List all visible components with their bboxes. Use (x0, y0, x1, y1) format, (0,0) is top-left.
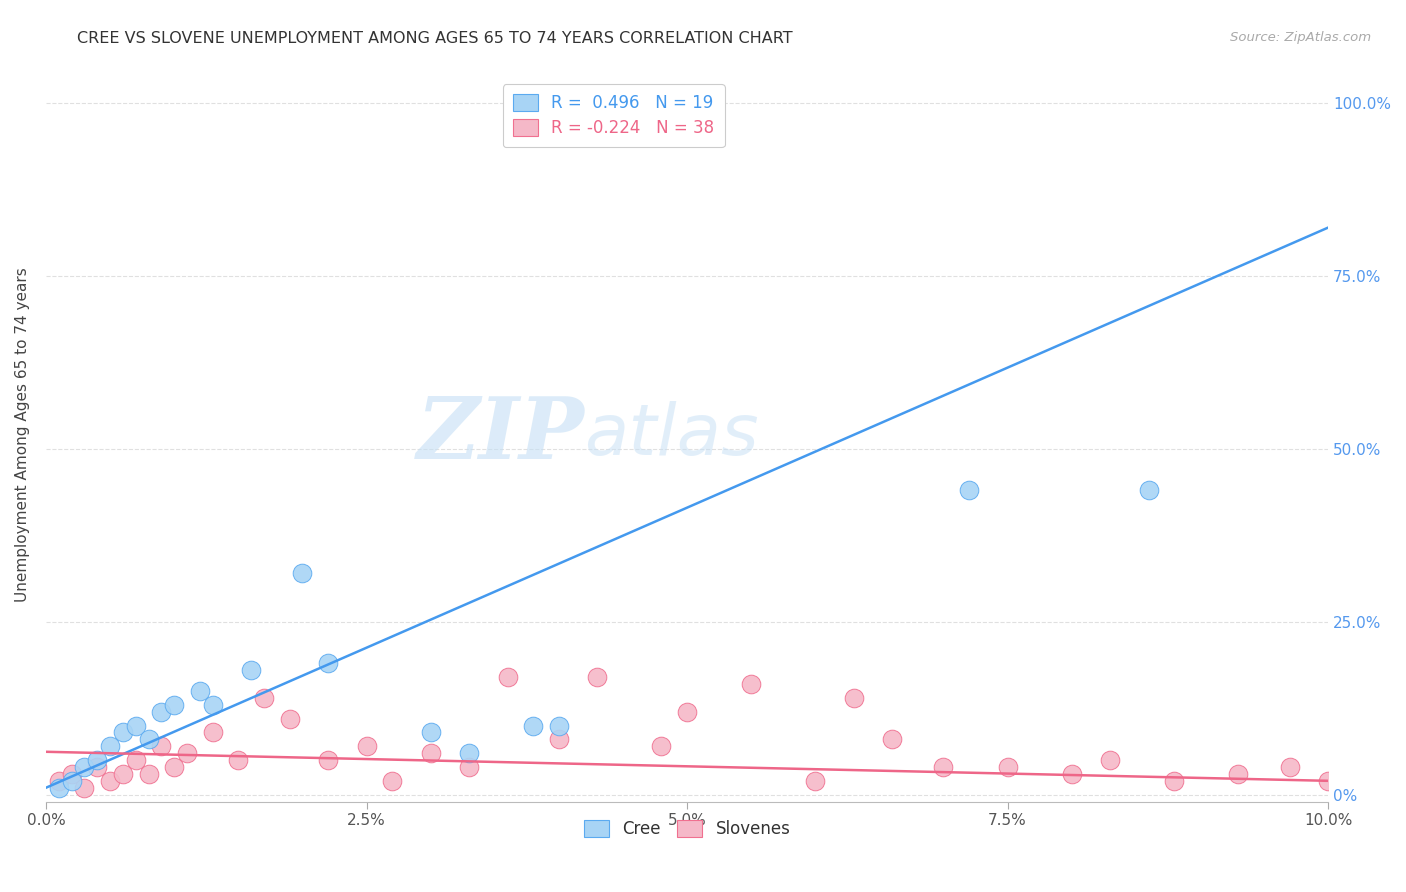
Point (138, 732, 160, 747)
Point (60, 767, 83, 781)
Point (458, 746, 481, 760)
Point (522, 96, 544, 111)
Point (86, 760, 108, 774)
Point (253, 690, 276, 705)
Point (419, 746, 441, 760)
Point (496, 670, 519, 684)
Point (201, 725, 224, 739)
Point (60, 773, 83, 788)
Point (1317, 773, 1340, 788)
Point (226, 753, 249, 767)
Point (48, 780, 70, 795)
Point (882, 732, 904, 747)
Point (125, 718, 148, 732)
Y-axis label: Unemployment Among Ages 65 to 74 years: Unemployment Among Ages 65 to 74 years (15, 268, 30, 602)
Point (804, 773, 827, 788)
Text: atlas: atlas (585, 401, 759, 469)
Point (98, 773, 121, 788)
Point (676, 705, 699, 719)
Point (650, 739, 672, 754)
Point (932, 760, 955, 774)
Point (740, 677, 762, 691)
Point (150, 705, 173, 719)
Point (240, 663, 263, 677)
Point (997, 760, 1019, 774)
Text: CREE VS SLOVENE UNEMPLOYMENT AMONG AGES 65 TO 74 YEARS CORRELATION CHART: CREE VS SLOVENE UNEMPLOYMENT AMONG AGES … (77, 31, 793, 46)
Point (138, 767, 160, 781)
Point (316, 657, 339, 671)
Point (176, 746, 198, 760)
Point (522, 718, 544, 732)
Point (73, 760, 96, 774)
Point (201, 698, 224, 712)
Point (86, 753, 108, 767)
Point (547, 732, 569, 747)
Point (356, 739, 378, 754)
Point (1137, 483, 1160, 498)
Text: Source: ZipAtlas.com: Source: ZipAtlas.com (1230, 31, 1371, 45)
Point (1163, 773, 1185, 788)
Point (48, 773, 70, 788)
Point (1099, 753, 1122, 767)
Point (111, 767, 134, 781)
Point (419, 725, 441, 739)
Point (150, 739, 173, 754)
Point (98, 739, 121, 754)
Point (381, 773, 404, 788)
Point (163, 698, 186, 712)
Point (188, 684, 211, 698)
Point (1060, 767, 1083, 781)
Point (278, 712, 301, 726)
Point (316, 753, 339, 767)
Point (1227, 767, 1250, 781)
Point (458, 760, 481, 774)
Point (111, 725, 134, 739)
Point (586, 670, 609, 684)
Point (1278, 760, 1301, 774)
Point (547, 718, 569, 732)
Legend: Cree, Slovenes: Cree, Slovenes (576, 813, 797, 845)
Point (73, 780, 96, 795)
Point (957, 483, 980, 498)
Point (291, 566, 314, 581)
Point (842, 690, 865, 705)
Text: ZIP: ZIP (416, 393, 585, 477)
Point (125, 753, 148, 767)
Point (547, 96, 569, 111)
Point (163, 760, 186, 774)
